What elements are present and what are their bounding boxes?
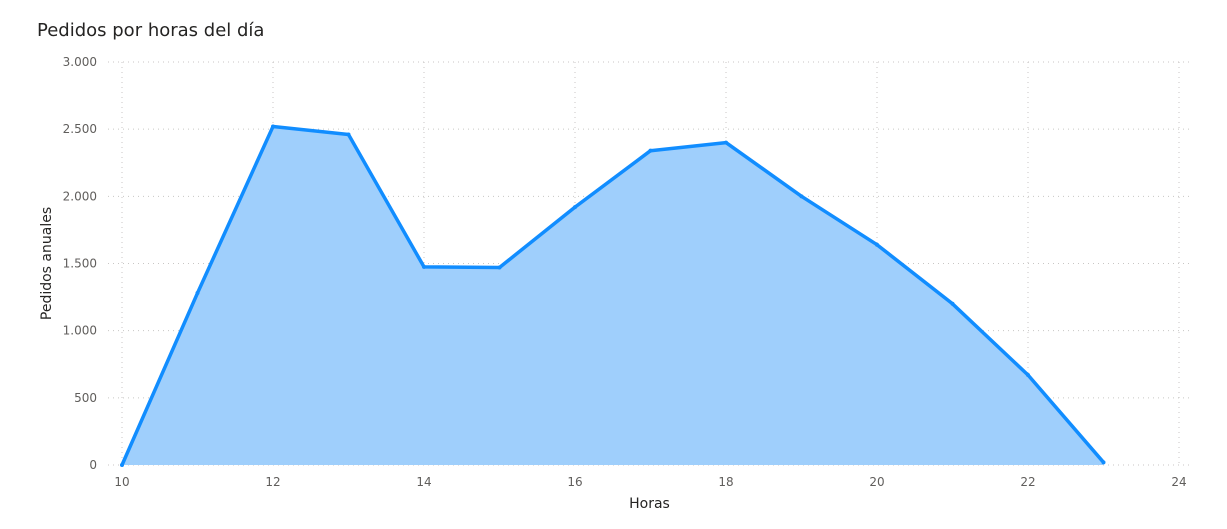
series-line xyxy=(120,124,1106,467)
series-point xyxy=(497,265,502,270)
y-tick-label: 3.000 xyxy=(63,55,97,69)
series-point xyxy=(346,132,351,137)
x-tick-label: 16 xyxy=(567,475,582,489)
series-area-layer xyxy=(120,124,1106,467)
series-point xyxy=(271,124,275,129)
y-tick-label: 2.000 xyxy=(63,189,97,203)
y-tick-label: 2.500 xyxy=(63,122,97,136)
series-point xyxy=(648,148,653,153)
y-tick-label: 500 xyxy=(74,391,97,405)
x-tick-label: 14 xyxy=(416,475,431,489)
series-point xyxy=(120,463,124,467)
y-tick-label: 1.000 xyxy=(63,324,97,338)
y-axis-ticks: 0 500 1.000 1.500 2.000 2.500 3.000 xyxy=(63,55,97,472)
series-point xyxy=(1026,372,1030,377)
chart-title: Pedidos por horas del día xyxy=(37,20,265,41)
x-tick-label: 22 xyxy=(1020,475,1035,489)
x-axis-title: Horas xyxy=(629,496,670,512)
x-tick-label: 24 xyxy=(1171,475,1186,489)
x-tick-label: 10 xyxy=(114,475,129,489)
x-axis-ticks: 10 12 14 16 18 20 22 24 xyxy=(114,475,1186,489)
y-tick-label: 0 xyxy=(89,458,97,472)
series-area-fill xyxy=(122,126,1104,465)
series-point xyxy=(799,194,804,199)
x-tick-label: 18 xyxy=(718,475,733,489)
series-point xyxy=(950,301,955,306)
series-point xyxy=(195,291,200,296)
series-point xyxy=(573,205,577,210)
series-point xyxy=(1101,460,1106,465)
y-axis-title: Pedidos anuales xyxy=(39,207,55,320)
series-point xyxy=(422,264,426,269)
series-point xyxy=(724,140,728,145)
x-tick-label: 20 xyxy=(869,475,884,489)
y-tick-label: 1.500 xyxy=(63,257,97,271)
series-point xyxy=(875,242,879,247)
x-tick-label: 12 xyxy=(265,475,280,489)
